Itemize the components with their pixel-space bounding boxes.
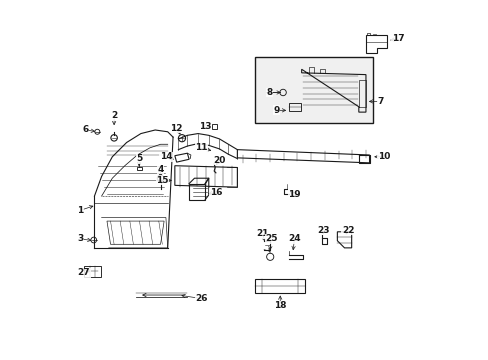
Text: 9: 9: [273, 106, 279, 115]
Text: 1: 1: [77, 206, 83, 215]
Text: 10: 10: [377, 152, 389, 161]
Text: 7: 7: [376, 97, 383, 106]
Text: 21: 21: [256, 229, 268, 238]
Text: 14: 14: [159, 152, 172, 161]
Text: 24: 24: [287, 234, 300, 243]
Text: 27: 27: [77, 268, 90, 277]
Bar: [255, 57, 372, 123]
Text: 3: 3: [77, 234, 83, 243]
Text: 6: 6: [82, 126, 88, 135]
Text: 19: 19: [287, 190, 300, 199]
Text: 17: 17: [391, 35, 404, 44]
Bar: [84, 266, 101, 277]
Text: 26: 26: [195, 294, 207, 303]
Text: 23: 23: [316, 225, 328, 234]
Text: 2: 2: [111, 111, 117, 120]
Text: 16: 16: [209, 188, 222, 197]
Text: 25: 25: [264, 234, 277, 243]
Text: 4: 4: [157, 165, 163, 174]
Text: 22: 22: [341, 225, 354, 234]
Text: 12: 12: [170, 124, 183, 133]
Text: 13: 13: [199, 122, 211, 131]
Text: 8: 8: [266, 88, 272, 97]
Bar: [211, 124, 217, 129]
Bar: [136, 167, 142, 170]
Text: 18: 18: [273, 301, 286, 310]
Text: 11: 11: [195, 143, 207, 152]
Bar: [288, 103, 300, 111]
Text: 20: 20: [213, 156, 225, 165]
Text: 5: 5: [136, 154, 142, 163]
Text: 15: 15: [156, 176, 168, 185]
Bar: [255, 279, 305, 293]
